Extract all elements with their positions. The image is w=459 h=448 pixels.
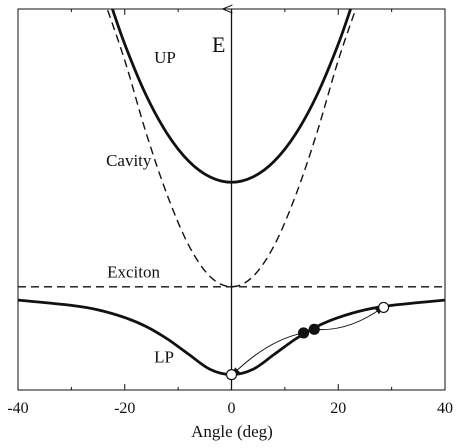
annotation-cavity: Cavity <box>106 151 152 170</box>
transition-arrows <box>233 307 383 374</box>
x-tick-label: 0 <box>228 400 236 417</box>
annotation-exciton: Exciton <box>107 262 160 281</box>
x-tick-label: 40 <box>437 400 453 417</box>
open-marker <box>379 302 389 312</box>
filled-marker <box>299 328 309 338</box>
x-axis-title: Angle (deg) <box>191 422 273 441</box>
annotation-up: UP <box>154 48 176 67</box>
transition-arrow <box>314 307 382 329</box>
annotation-lp: LP <box>154 348 174 367</box>
filled-marker <box>309 324 319 334</box>
x-tick-label: -40 <box>7 400 28 417</box>
energy-axis-label: E <box>212 32 225 57</box>
x-axis-tick-labels: -40 -20 0 20 40 <box>7 400 453 417</box>
population-markers <box>227 302 389 379</box>
open-marker <box>227 370 237 380</box>
x-tick-label: 20 <box>330 400 346 417</box>
x-tick-label: -20 <box>114 400 135 417</box>
curve-annotations: UP Cavity Exciton LP <box>106 48 176 367</box>
